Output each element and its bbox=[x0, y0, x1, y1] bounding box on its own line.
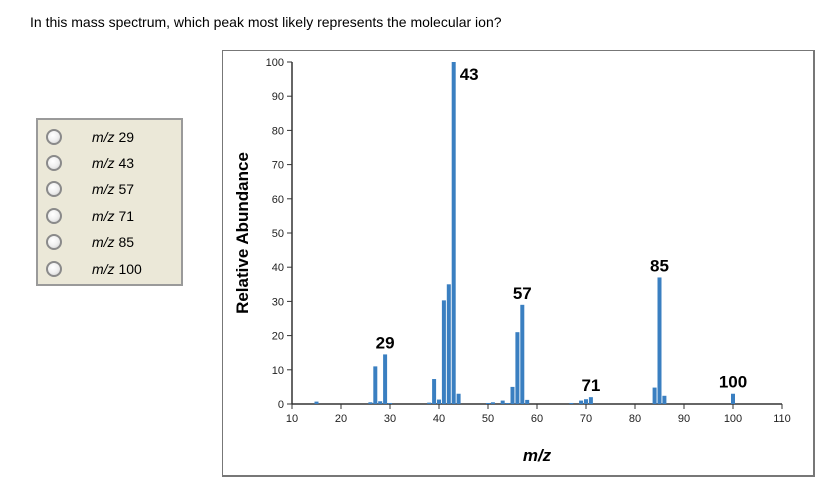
option-value: 29 bbox=[118, 129, 135, 145]
radio-button[interactable] bbox=[46, 181, 62, 197]
option-prefix: m/z bbox=[92, 261, 115, 277]
x-tick-label: 80 bbox=[629, 413, 641, 425]
bar-mz-28 bbox=[378, 401, 383, 404]
chart-frame bbox=[222, 50, 815, 477]
bar-mz-39 bbox=[432, 379, 437, 404]
bar-mz-58 bbox=[525, 399, 530, 404]
option-mz-43[interactable]: m/z 43 bbox=[46, 152, 134, 174]
peak-label-85: 85 bbox=[650, 256, 669, 275]
y-tick-label: 80 bbox=[272, 125, 284, 137]
option-value: 85 bbox=[118, 234, 135, 250]
y-tick-label: 70 bbox=[272, 160, 284, 172]
radio-button[interactable] bbox=[46, 234, 62, 250]
peak-label-71: 71 bbox=[581, 376, 600, 395]
bar-mz-41 bbox=[441, 300, 446, 404]
y-tick-label: 60 bbox=[272, 194, 284, 206]
y-tick-label: 40 bbox=[272, 262, 284, 274]
x-tick-label: 60 bbox=[531, 413, 543, 425]
peak-label-43: 43 bbox=[460, 65, 479, 84]
x-tick-label: 50 bbox=[482, 413, 494, 425]
x-tick-label: 30 bbox=[384, 413, 396, 425]
option-prefix: m/z bbox=[92, 129, 115, 145]
radio-button[interactable] bbox=[46, 155, 62, 171]
bar-mz-55 bbox=[510, 386, 515, 404]
option-value: 57 bbox=[118, 181, 135, 197]
bar-mz-56 bbox=[515, 332, 520, 404]
bar-mz-38 bbox=[427, 402, 432, 404]
bar-mz-29 bbox=[383, 354, 388, 404]
x-tick-label: 10 bbox=[286, 413, 298, 425]
option-prefix: m/z bbox=[92, 155, 115, 171]
y-tick-label: 100 bbox=[266, 57, 284, 69]
option-mz-29[interactable]: m/z 29 bbox=[46, 126, 134, 148]
bar-mz-71 bbox=[588, 397, 593, 404]
x-tick-label: 90 bbox=[678, 413, 690, 425]
y-tick-label: 50 bbox=[272, 228, 284, 240]
bar-mz-86 bbox=[662, 395, 667, 404]
bar-mz-84 bbox=[652, 387, 657, 404]
bar-mz-85 bbox=[657, 277, 662, 404]
bar-mz-30 bbox=[388, 402, 392, 404]
option-value: 43 bbox=[118, 155, 135, 171]
bar-mz-50 bbox=[486, 402, 490, 404]
option-mz-57[interactable]: m/z 57 bbox=[46, 178, 134, 200]
y-tick-label: 30 bbox=[272, 296, 284, 308]
x-tick-label: 100 bbox=[724, 413, 742, 425]
bar-mz-51 bbox=[490, 402, 495, 404]
option-prefix: m/z bbox=[92, 234, 115, 250]
bar-mz-43 bbox=[451, 62, 456, 404]
peak-label-29: 29 bbox=[376, 333, 395, 352]
bar-mz-40 bbox=[437, 399, 441, 404]
option-mz-100[interactable]: m/z 100 bbox=[46, 258, 142, 280]
x-tick-label: 70 bbox=[580, 413, 592, 425]
question-text: In this mass spectrum, which peak most l… bbox=[30, 14, 502, 30]
bar-mz-57 bbox=[520, 304, 525, 404]
bar-mz-27 bbox=[373, 366, 378, 404]
radio-button[interactable] bbox=[46, 261, 62, 277]
bar-mz-42 bbox=[446, 284, 451, 404]
x-tick-label: 40 bbox=[433, 413, 445, 425]
bar-mz-100 bbox=[731, 393, 735, 404]
option-mz-71[interactable]: m/z 71 bbox=[46, 205, 134, 227]
option-value: 71 bbox=[118, 208, 135, 224]
y-tick-label: 0 bbox=[278, 399, 284, 411]
bar-mz-69 bbox=[579, 400, 584, 404]
x-tick-label: 20 bbox=[335, 413, 347, 425]
option-prefix: m/z bbox=[92, 181, 115, 197]
y-tick-label: 10 bbox=[272, 365, 284, 377]
radio-button[interactable] bbox=[46, 129, 62, 145]
bar-mz-53 bbox=[500, 400, 505, 404]
bar-mz-70 bbox=[584, 399, 588, 404]
option-value: 100 bbox=[118, 261, 142, 277]
radio-button[interactable] bbox=[46, 208, 62, 224]
x-axis-title: m/z bbox=[523, 446, 552, 465]
y-tick-label: 20 bbox=[272, 331, 284, 343]
bar-mz-15 bbox=[314, 401, 319, 404]
option-prefix: m/z bbox=[92, 208, 115, 224]
peak-label-57: 57 bbox=[513, 284, 532, 303]
bar-mz-44 bbox=[456, 393, 461, 404]
y-axis-title: Relative Abundance bbox=[233, 152, 252, 314]
x-tick-label: 110 bbox=[773, 413, 791, 425]
answer-options: m/z 29 m/z 43 m/z 57 m/z 71 m/z 85 m/z 1… bbox=[36, 118, 183, 286]
option-mz-85[interactable]: m/z 85 bbox=[46, 231, 134, 253]
y-tick-label: 90 bbox=[272, 91, 284, 103]
bar-mz-26 bbox=[368, 402, 373, 404]
peak-label-100: 100 bbox=[719, 373, 747, 392]
bar-mz-54 bbox=[505, 402, 510, 404]
bar-mz-67 bbox=[569, 402, 574, 404]
